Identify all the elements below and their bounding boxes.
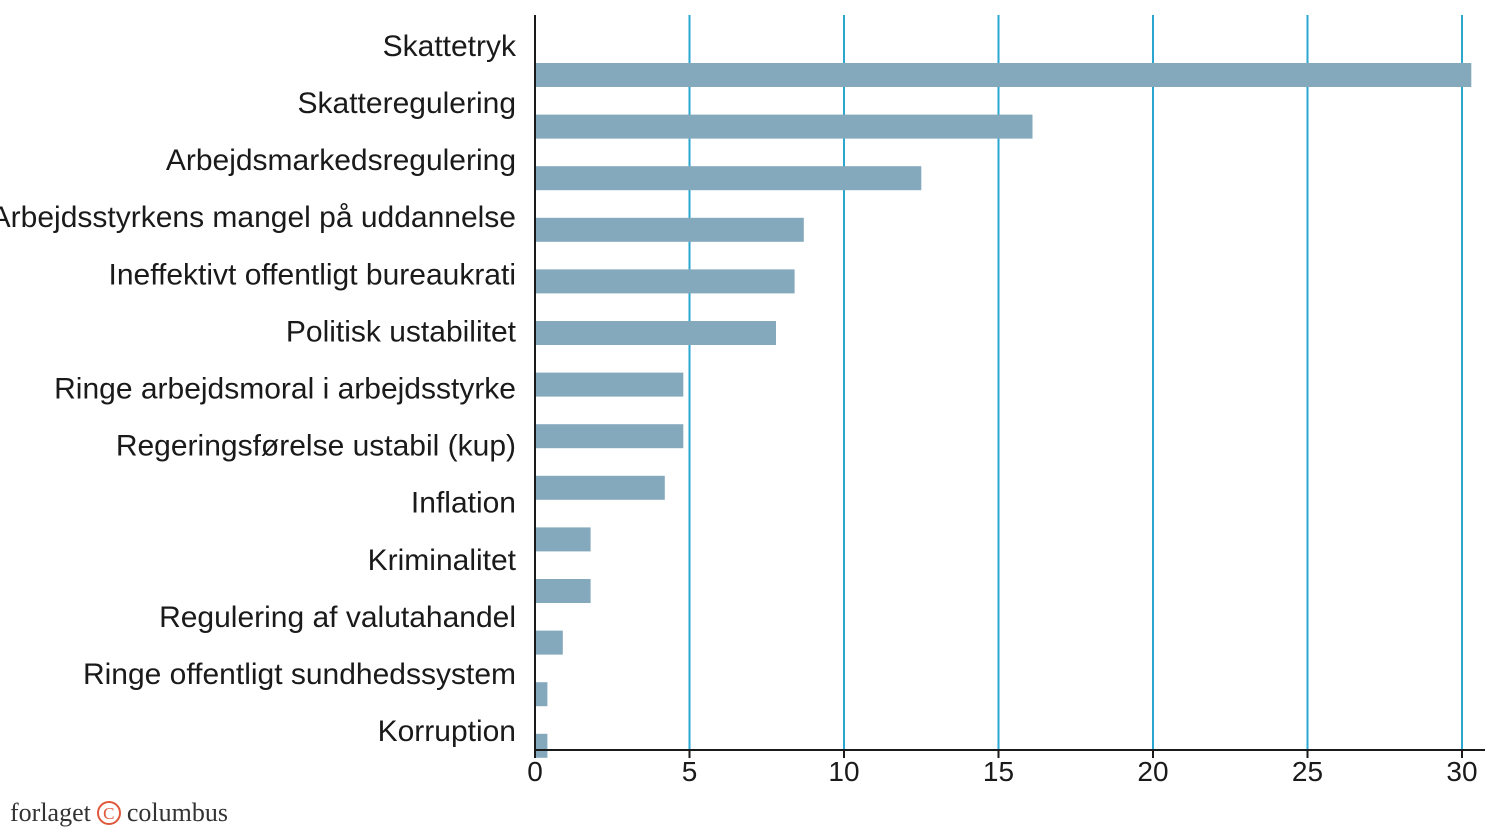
- category-label-2: Arbejdsmarkedsregulering: [166, 144, 516, 177]
- category-label-4: Ineffektivt offentligt bureaukrati: [109, 258, 516, 291]
- category-label-6: Ringe arbejdsmoral i arbejdsstyrke: [54, 373, 516, 406]
- bar-7: [535, 424, 684, 449]
- bar-0: [535, 63, 1472, 87]
- category-label-1: Skatteregulering: [298, 87, 516, 120]
- category-label-7: Regeringsførelse ustabil (kup): [116, 430, 516, 463]
- category-label-9: Kriminalitet: [368, 544, 517, 577]
- bar-3: [535, 217, 804, 242]
- bar-9: [535, 527, 591, 552]
- category-label-12: Korruption: [378, 715, 516, 748]
- category-label-11: Ringe offentligt sundhedssystem: [83, 658, 516, 691]
- x-tick-labels: 0 5 10 15 20 25 30: [527, 756, 1477, 787]
- category-labels: Skattetryk Skatteregulering Arbejdsmarkeds…: [0, 30, 517, 748]
- bar-8: [535, 475, 665, 500]
- bar-13: [535, 733, 548, 758]
- bar-2: [535, 166, 922, 191]
- copyright-icon: C: [96, 801, 121, 825]
- x-tick-label-25: 25: [1292, 756, 1323, 787]
- bar-1: [535, 114, 1033, 139]
- x-tick-label-5: 5: [682, 756, 698, 787]
- x-tick-label-0: 0: [527, 756, 543, 787]
- publisher-name-right: columbus: [126, 798, 228, 827]
- bar-10: [535, 579, 591, 603]
- bar-12: [535, 682, 548, 707]
- bar-6: [535, 372, 684, 397]
- x-tick-label-15: 15: [983, 756, 1014, 787]
- x-tick-label-10: 10: [828, 756, 859, 787]
- category-label-8: Inflation: [411, 487, 516, 520]
- x-tick-label-20: 20: [1137, 756, 1168, 787]
- axes: [534, 15, 1485, 758]
- bar-11: [535, 630, 563, 655]
- category-label-0: Skattetryk: [383, 30, 517, 63]
- category-label-3: Arbejdsstyrkens mangel på uddannelse: [0, 201, 516, 234]
- category-label-10: Regulering af valutahandel: [159, 601, 516, 634]
- publisher-name-left: forlaget: [10, 798, 91, 827]
- bar-4: [535, 269, 795, 294]
- bars: [535, 63, 1472, 758]
- publisher-logo: forlaget C columbus: [10, 798, 228, 828]
- x-tick-label-30: 30: [1446, 756, 1477, 787]
- category-label-5: Politisk ustabilitet: [286, 315, 517, 348]
- bar-5: [535, 321, 776, 345]
